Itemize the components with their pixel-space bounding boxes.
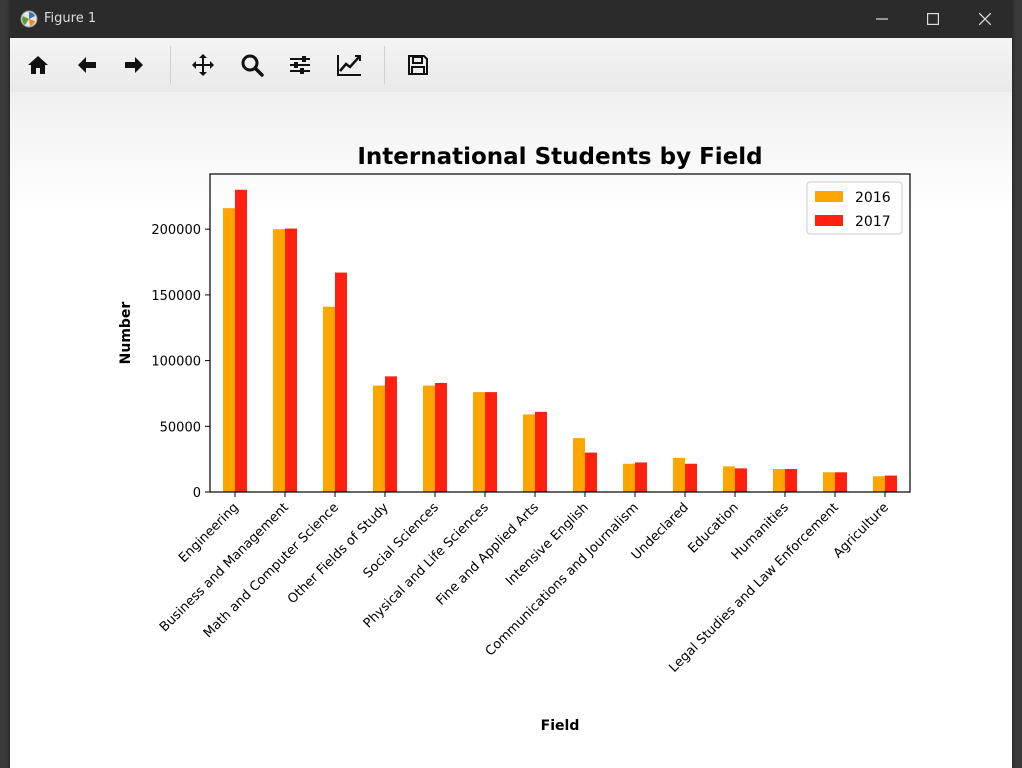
arrow-right-icon — [125, 57, 143, 73]
bar-2017-12 — [785, 469, 797, 492]
configure-subplots-button[interactable] — [285, 50, 315, 80]
bar-2016-4 — [373, 385, 385, 492]
bar-2017-14 — [885, 475, 897, 492]
y-tick-label: 200000 — [151, 223, 201, 238]
bar-2016-14 — [873, 476, 885, 492]
legend-label-2016: 2016 — [855, 190, 891, 206]
bar-2016-6 — [473, 392, 485, 492]
bar-2016-11 — [723, 466, 735, 492]
bar-2017-11 — [735, 468, 747, 492]
floppy-disk-icon — [408, 55, 428, 75]
bar-2017-4 — [385, 376, 397, 492]
bar-2016-9 — [623, 463, 635, 492]
legend-swatch-2016 — [815, 191, 843, 202]
bar-2016-7 — [523, 414, 535, 492]
bar-2017-9 — [635, 462, 647, 492]
bar-2017-6 — [485, 392, 497, 492]
bar-2016-1 — [223, 208, 235, 492]
minimize-icon — [876, 18, 888, 20]
y-tick-label: 150000 — [151, 289, 201, 304]
bar-2016-12 — [773, 469, 785, 492]
title-bar: Figure 1 — [10, 0, 1012, 38]
bar-2016-2 — [273, 229, 285, 493]
minimize-button[interactable] — [860, 4, 904, 34]
maximize-button[interactable] — [911, 4, 955, 34]
matplotlib-logo-icon — [20, 10, 38, 28]
home-icon — [28, 56, 48, 74]
legend-swatch-2017 — [815, 215, 843, 226]
y-tick-label: 100000 — [151, 355, 201, 370]
home-button[interactable] — [23, 50, 53, 80]
maximize-icon — [927, 13, 939, 25]
y-tick-label: 50000 — [160, 420, 201, 435]
x-tick-label: Other Fields of Study — [285, 500, 392, 607]
bar-2016-13 — [823, 472, 835, 492]
arrow-left-icon — [78, 57, 96, 73]
bar-2016-3 — [323, 306, 335, 492]
toolbar-separator — [170, 46, 171, 84]
bar-2017-2 — [285, 228, 297, 492]
bar-2016-5 — [423, 385, 435, 492]
y-axis-label: Number — [118, 302, 134, 365]
figure-window: Figure 1 — [10, 0, 1012, 768]
bar-chart: International Students by Field 0 50000 100… — [118, 144, 911, 734]
bar-2017-5 — [435, 382, 447, 492]
y-tick-label: 0 — [193, 486, 201, 501]
x-axis-label: Field — [541, 718, 580, 734]
save-button[interactable] — [403, 50, 433, 80]
legend-label-2017: 2017 — [855, 214, 891, 230]
back-button[interactable] — [72, 50, 102, 80]
close-button[interactable] — [963, 4, 1007, 34]
close-icon — [979, 13, 991, 25]
figure-canvas[interactable]: International Students by Field 0 50000 100… — [10, 92, 1012, 768]
toolbar-separator — [384, 46, 385, 84]
line-chart-icon — [337, 55, 361, 76]
edit-axis-button[interactable] — [333, 50, 363, 80]
bar-2016-10 — [673, 457, 685, 492]
move-icon — [192, 54, 214, 76]
bar-2017-7 — [535, 411, 547, 492]
window-title: Figure 1 — [44, 11, 97, 26]
bar-2017-1 — [235, 189, 247, 492]
bar-2017-8 — [585, 452, 597, 492]
forward-button[interactable] — [119, 50, 149, 80]
bar-2017-13 — [835, 472, 847, 492]
bar-2017-10 — [685, 463, 697, 492]
x-tick-label: Intensive English — [503, 500, 592, 589]
sliders-icon — [290, 56, 310, 74]
chart-title: International Students by Field — [357, 144, 762, 170]
plot-frame — [209, 173, 911, 493]
navigation-toolbar — [10, 38, 1012, 93]
bar-2016-8 — [573, 438, 585, 492]
bar-2017-3 — [335, 272, 347, 492]
magnifier-icon — [241, 54, 264, 77]
zoom-button[interactable] — [237, 50, 267, 80]
x-tick-label: Fine and Applied Arts — [433, 500, 541, 608]
pan-button[interactable] — [188, 50, 218, 80]
